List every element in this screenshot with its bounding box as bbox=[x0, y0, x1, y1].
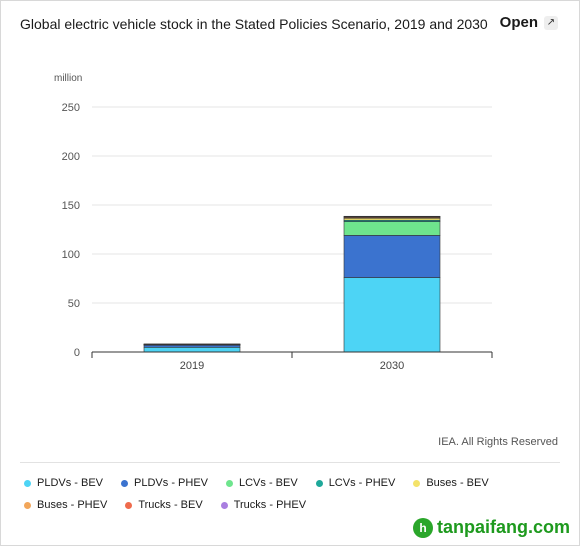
legend-swatch-icon bbox=[315, 479, 323, 487]
legend-item[interactable]: Buses - BEV bbox=[413, 476, 489, 490]
y-tick-label: 0 bbox=[74, 347, 80, 359]
x-tick-label: 2030 bbox=[380, 360, 404, 372]
legend-swatch-icon bbox=[220, 501, 228, 509]
bar-segment[interactable] bbox=[343, 277, 441, 353]
legend-swatch-icon bbox=[226, 479, 233, 487]
legend-item[interactable]: LCVs - PHEV bbox=[315, 476, 396, 490]
legend-item[interactable]: PLDVs - BEV bbox=[24, 476, 103, 490]
y-axis-unit-label: million bbox=[54, 73, 82, 84]
y-axis-ticks: 0 50 100 150 200 250 bbox=[62, 102, 80, 359]
legend-item[interactable]: PLDVs - PHEV bbox=[121, 476, 208, 490]
x-tick-label: 2019 bbox=[180, 360, 204, 372]
legend-item[interactable]: Trucks - BEV bbox=[125, 498, 203, 512]
watermark: h tanpaifang.com bbox=[412, 517, 570, 538]
legend-swatch-icon bbox=[24, 501, 31, 509]
legend-label: LCVs - BEV bbox=[239, 477, 298, 489]
y-tick-label: 100 bbox=[62, 249, 80, 261]
legend-label: Buses - BEV bbox=[426, 477, 489, 489]
legend-item[interactable]: Trucks - PHEV bbox=[220, 498, 307, 512]
watermark-text: tanpaifang.com bbox=[436, 517, 570, 537]
legend-item[interactable]: LCVs - BEV bbox=[226, 476, 298, 490]
y-tick-label: 200 bbox=[62, 151, 80, 163]
bar-segment[interactable] bbox=[343, 235, 441, 278]
y-tick-label: 50 bbox=[68, 298, 80, 310]
x-axis: 2019 2030 bbox=[91, 351, 493, 372]
legend-swatch-icon bbox=[24, 479, 31, 487]
legend-label: PLDVs - BEV bbox=[37, 477, 104, 489]
legend: PLDVs - BEV PLDVs - PHEV LCVs - BEV LCVs - … bbox=[24, 476, 564, 512]
open-button[interactable]: Open ↗ bbox=[500, 14, 558, 31]
y-tick-label: 150 bbox=[62, 200, 80, 212]
legend-swatch-icon bbox=[121, 479, 129, 487]
legend-label: Trucks - PHEV bbox=[233, 499, 307, 511]
legend-swatch-icon bbox=[413, 479, 421, 487]
stacked-bar-chart: million 0 50 100 150 200 250 2019 2030 bbox=[54, 73, 493, 372]
legend-label: Trucks - BEV bbox=[138, 499, 203, 511]
open-button-label: Open bbox=[499, 14, 538, 31]
bar-segment[interactable] bbox=[343, 215, 441, 218]
legend-label: Buses - PHEV bbox=[37, 499, 108, 511]
bar-segment[interactable] bbox=[343, 221, 441, 236]
chart-title: Global electric vehicle stock in the Sta… bbox=[20, 16, 488, 32]
legend-label: LCVs - PHEV bbox=[328, 477, 396, 489]
external-link-icon: ↗ bbox=[544, 15, 558, 30]
bar-segment[interactable] bbox=[143, 343, 241, 345]
bar-segment[interactable] bbox=[143, 346, 241, 353]
bars bbox=[143, 215, 441, 353]
credit-text: IEA. All Rights Reserved bbox=[438, 436, 558, 448]
watermark-logo-icon: h bbox=[412, 517, 433, 538]
legend-divider bbox=[20, 462, 560, 463]
legend-swatch-icon bbox=[125, 501, 133, 509]
y-tick-label: 250 bbox=[62, 102, 80, 114]
legend-label: PLDVs - PHEV bbox=[134, 477, 208, 489]
legend-item[interactable]: Buses - PHEV bbox=[24, 498, 107, 512]
